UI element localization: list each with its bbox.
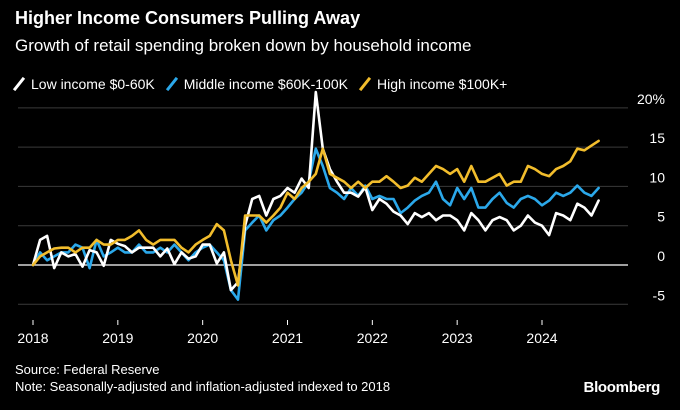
y-tick-label: 15 (649, 130, 665, 146)
y-tick-label: 0 (657, 248, 665, 264)
legend-item-high: High income $100K+ (358, 76, 507, 92)
x-tick-label: 2022 (357, 330, 388, 346)
legend-item-low: Low income $0-60K (12, 76, 155, 92)
chart-legend: Low income $0-60K Middle income $60K-100… (12, 76, 507, 92)
chart-title: Higher Income Consumers Pulling Away (15, 8, 361, 28)
y-tick-label: 5 (657, 209, 665, 225)
methodology-note: Note: Seasonally-adjusted and inflation-… (15, 379, 391, 394)
y-tick-label: 10 (649, 169, 665, 185)
y-tick-label: 20% (637, 91, 665, 107)
y-tick-label: -5 (653, 287, 666, 303)
legend-label-middle: Middle income $60K-100K (183, 76, 348, 92)
legend-swatch-low (12, 77, 26, 91)
legend-label-high: High income $100K+ (376, 76, 508, 92)
x-tick-label: 2021 (272, 330, 303, 346)
series-line-middle (31, 147, 600, 301)
series-line-low (31, 90, 600, 292)
bloomberg-logo: Bloomberg (583, 379, 661, 396)
series-line-high (31, 139, 600, 287)
legend-item-middle: Middle income $60K-100K (165, 76, 348, 92)
x-tick-label: 2024 (526, 330, 557, 346)
chart-subtitle: Growth of retail spending broken down by… (15, 36, 472, 55)
legend-label-low: Low income $0-60K (31, 76, 155, 92)
x-tick-label: 2023 (442, 330, 473, 346)
x-tick-label: 2018 (17, 330, 48, 346)
source-note: Source: Federal Reserve (15, 362, 160, 377)
x-tick-label: 2020 (187, 330, 218, 346)
legend-swatch-middle (165, 77, 178, 91)
x-tick-label: 2019 (102, 330, 133, 346)
legend-swatch-high (358, 77, 372, 91)
